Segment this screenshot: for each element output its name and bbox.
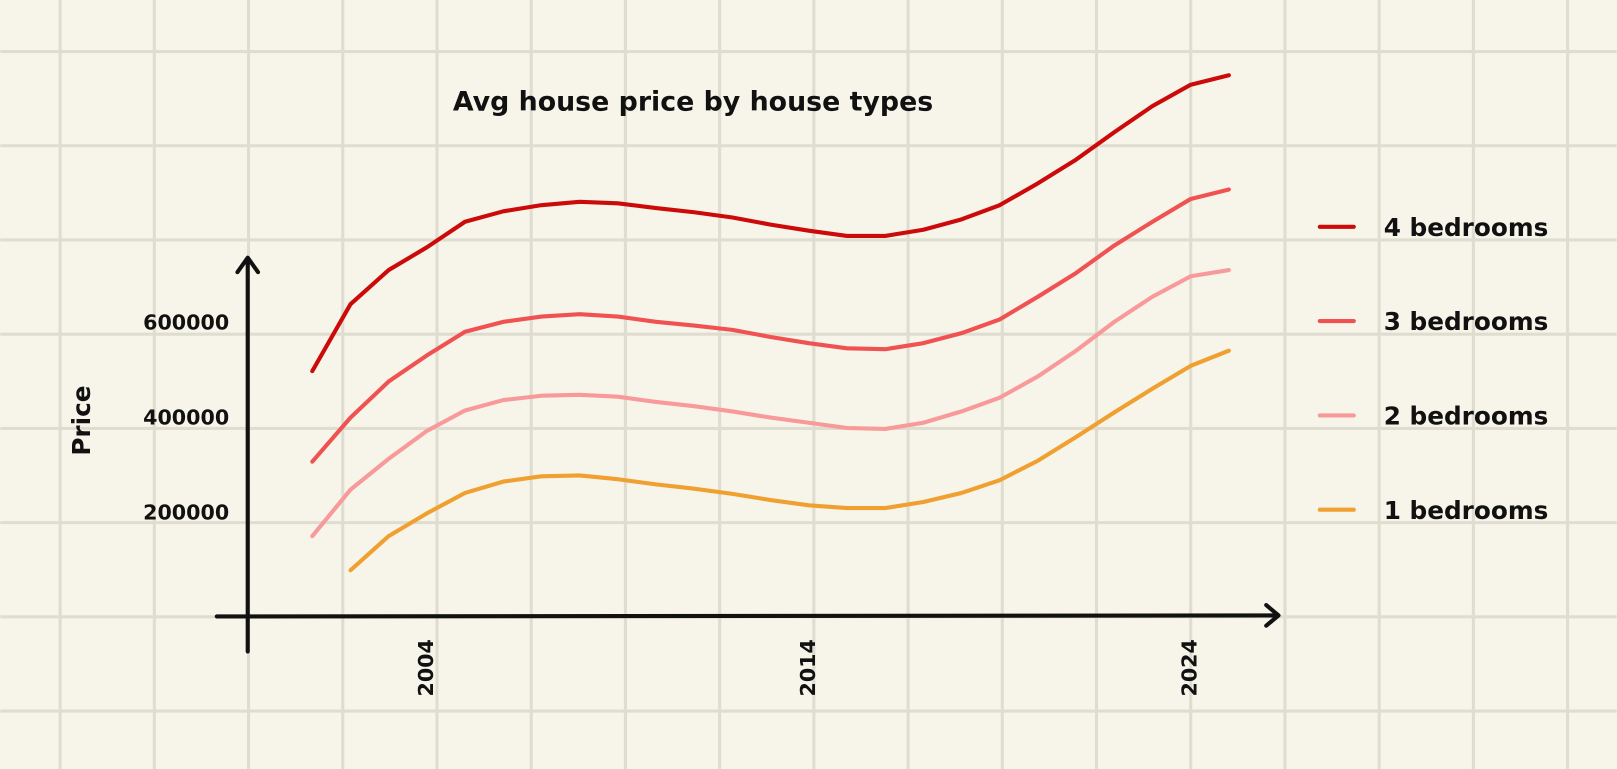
y-axis-label: Price <box>67 385 96 455</box>
legend-label: 3 bedrooms <box>1384 307 1549 336</box>
series-line <box>310 73 1231 374</box>
y-tick-label: 600000 <box>143 311 229 335</box>
series-line <box>348 348 1231 573</box>
y-tick-label: 200000 <box>143 500 229 524</box>
x-tick-label: 2024 <box>1178 639 1202 696</box>
x-tick-label: 2004 <box>414 639 438 696</box>
x-axis <box>214 603 1281 628</box>
legend-label: 4 bedrooms <box>1384 213 1549 242</box>
y-tick-label: 400000 <box>143 406 229 430</box>
legend-label: 1 bedrooms <box>1384 496 1549 525</box>
series-line <box>310 268 1231 539</box>
x-tick-label: 2014 <box>796 639 820 696</box>
y-axis <box>235 255 261 654</box>
series-line <box>310 187 1231 464</box>
legend-label: 2 bedrooms <box>1384 401 1549 430</box>
chart-title: Avg house price by house types <box>453 87 933 118</box>
